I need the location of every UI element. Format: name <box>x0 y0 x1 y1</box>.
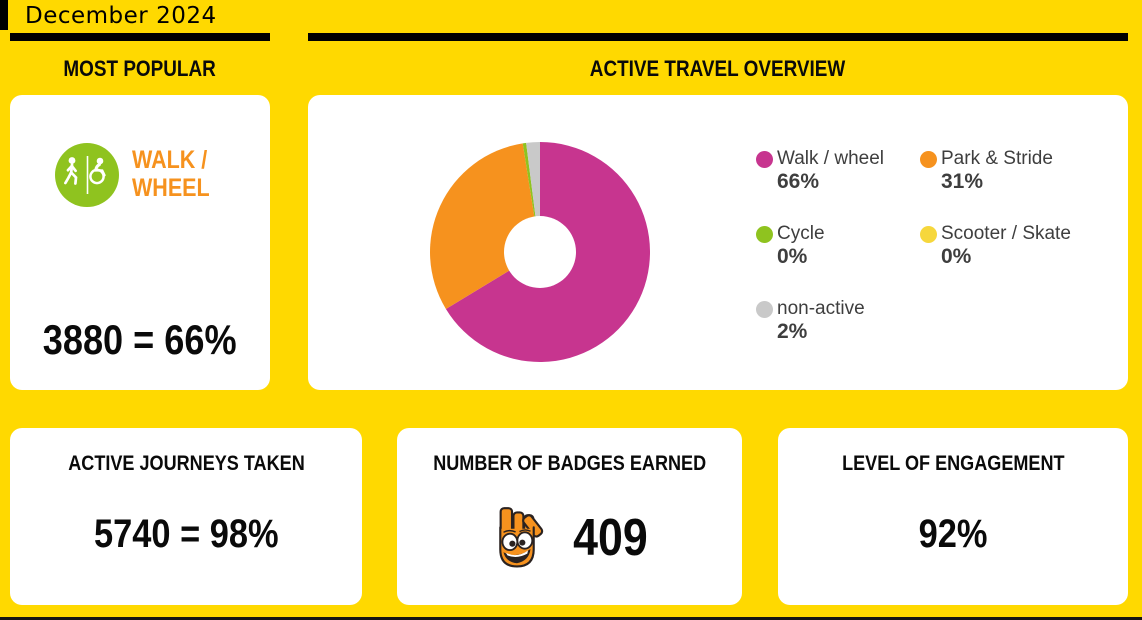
legend-percent: 2% <box>777 319 808 343</box>
walking-person-icon <box>64 157 78 185</box>
most-popular-card: WALK / WHEEL 3880 = 66% <box>10 95 270 390</box>
legend-label: non-active <box>777 297 865 319</box>
card-title: NUMBER OF BADGES EARNED <box>433 452 706 475</box>
legend-percent: 0% <box>941 244 972 268</box>
bottom-border <box>0 617 1142 620</box>
legend-label: Scooter / Skate <box>941 222 1071 244</box>
overview-card: Walk / wheel 66% Park & Stride 31% Cycle… <box>308 95 1128 390</box>
card-title: ACTIVE JOURNEYS TAKEN <box>67 452 305 475</box>
active-journeys-value: 5740 = 98% <box>93 512 279 556</box>
legend-dot <box>756 225 773 243</box>
legend-dot <box>920 151 937 168</box>
most-popular-mode-label: WALK / WHEEL <box>132 146 210 202</box>
donut-chart <box>430 142 651 362</box>
legend-dot <box>756 151 773 168</box>
page-title: December 2024 <box>25 3 217 29</box>
legend-percent: 31% <box>941 169 984 193</box>
legend-item: Cycle 0% <box>756 223 920 269</box>
corner-mark <box>0 0 8 30</box>
legend-item: non-active 2% <box>756 298 920 344</box>
section-title-overview: ACTIVE TRAVEL OVERVIEW <box>590 56 846 81</box>
wheelchair-icon <box>89 157 106 185</box>
legend-item: Scooter / Skate 0% <box>920 223 1071 269</box>
card-title: LEVEL OF ENGAGEMENT <box>841 452 1065 475</box>
engagement-card: LEVEL OF ENGAGEMENT 92% <box>778 428 1128 605</box>
legend-item: Park & Stride 31% <box>920 148 1071 194</box>
legend-label: Park & Stride <box>941 148 1053 169</box>
section-title-most-popular: MOST POPULAR <box>63 56 217 81</box>
active-journeys-card: ACTIVE JOURNEYS TAKEN 5740 = 98% <box>10 428 362 605</box>
title-underline-right <box>308 33 1128 41</box>
legend-label: Cycle <box>777 222 825 244</box>
strider-hand-mascot-icon <box>499 507 544 568</box>
legend-percent: 0% <box>777 244 808 268</box>
most-popular-stat: 3880 = 66% <box>43 316 237 363</box>
legend-percent: 66% <box>777 169 820 193</box>
badges-earned-card: NUMBER OF BADGES EARNED <box>397 428 742 605</box>
donut-hole <box>504 216 576 288</box>
legend-item: Walk / wheel 66% <box>756 148 920 194</box>
legend-dot <box>920 225 937 243</box>
walk-wheelchair-icon <box>55 143 119 207</box>
legend-dot <box>756 300 773 318</box>
badges-earned-value: 409 <box>573 509 648 567</box>
engagement-value: 92% <box>918 512 988 556</box>
legend-label: Walk / wheel <box>777 148 884 169</box>
chart-legend: Walk / wheel 66% Park & Stride 31% Cycle… <box>756 148 1071 344</box>
title-underline-left <box>10 33 270 41</box>
